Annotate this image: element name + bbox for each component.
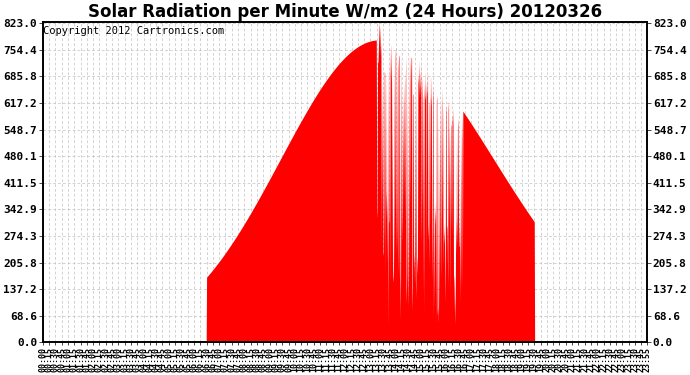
Title: Solar Radiation per Minute W/m2 (24 Hours) 20120326: Solar Radiation per Minute W/m2 (24 Hour… bbox=[88, 3, 602, 21]
Text: Copyright 2012 Cartronics.com: Copyright 2012 Cartronics.com bbox=[43, 27, 225, 36]
